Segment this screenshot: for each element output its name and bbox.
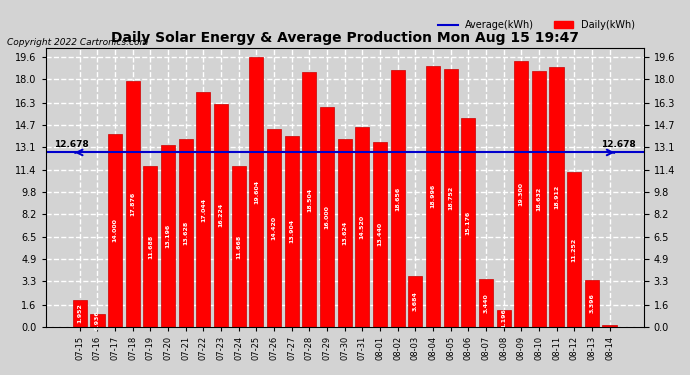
Bar bbox=[391, 70, 405, 327]
Text: 18.912: 18.912 bbox=[554, 184, 559, 209]
Bar bbox=[532, 70, 546, 327]
Text: 16.224: 16.224 bbox=[219, 203, 224, 227]
Text: 1.952: 1.952 bbox=[77, 303, 82, 323]
Bar bbox=[72, 300, 87, 327]
Bar bbox=[585, 280, 599, 327]
Text: 13.628: 13.628 bbox=[184, 221, 188, 245]
Text: 1.196: 1.196 bbox=[501, 309, 506, 328]
Text: 12.678: 12.678 bbox=[601, 140, 635, 149]
Text: 11.668: 11.668 bbox=[236, 234, 241, 259]
Bar bbox=[179, 140, 193, 327]
Text: 18.996: 18.996 bbox=[431, 184, 435, 208]
Bar bbox=[461, 118, 475, 327]
Text: 14.000: 14.000 bbox=[112, 219, 117, 242]
Text: 3.396: 3.396 bbox=[589, 294, 594, 314]
Bar bbox=[267, 129, 281, 327]
Bar bbox=[108, 134, 122, 327]
Legend: Average(kWh), Daily(kWh): Average(kWh), Daily(kWh) bbox=[434, 16, 639, 34]
Bar bbox=[144, 166, 157, 327]
Bar bbox=[90, 314, 104, 327]
Text: 19.604: 19.604 bbox=[254, 180, 259, 204]
Bar bbox=[320, 107, 334, 327]
Text: 14.420: 14.420 bbox=[272, 216, 277, 240]
Bar bbox=[249, 57, 264, 327]
Text: 13.196: 13.196 bbox=[166, 224, 170, 248]
Bar bbox=[426, 66, 440, 327]
Text: 12.678: 12.678 bbox=[54, 140, 88, 149]
Text: 13.440: 13.440 bbox=[377, 222, 382, 246]
Bar bbox=[232, 166, 246, 327]
Bar bbox=[549, 67, 564, 327]
Text: 18.656: 18.656 bbox=[395, 186, 400, 211]
Bar bbox=[284, 136, 299, 327]
Text: 14.520: 14.520 bbox=[359, 215, 365, 239]
Bar bbox=[214, 104, 228, 327]
Bar bbox=[355, 127, 369, 327]
Bar bbox=[408, 276, 422, 327]
Bar bbox=[514, 62, 529, 327]
Title: Daily Solar Energy & Average Production Mon Aug 15 19:47: Daily Solar Energy & Average Production … bbox=[110, 31, 579, 45]
Bar bbox=[197, 92, 210, 327]
Bar bbox=[479, 279, 493, 327]
Text: 19.300: 19.300 bbox=[519, 182, 524, 206]
Text: 3.440: 3.440 bbox=[484, 293, 489, 313]
Text: 16.000: 16.000 bbox=[324, 205, 330, 229]
Bar bbox=[373, 142, 387, 327]
Bar bbox=[444, 69, 457, 327]
Bar bbox=[497, 310, 511, 327]
Bar bbox=[161, 146, 175, 327]
Bar bbox=[126, 81, 140, 327]
Bar bbox=[602, 326, 617, 327]
Text: 3.684: 3.684 bbox=[413, 291, 417, 311]
Text: 15.176: 15.176 bbox=[466, 210, 471, 234]
Text: 11.252: 11.252 bbox=[572, 237, 577, 261]
Text: 13.904: 13.904 bbox=[289, 219, 294, 243]
Bar bbox=[337, 140, 352, 327]
Text: 18.632: 18.632 bbox=[536, 186, 542, 211]
Bar bbox=[302, 72, 317, 327]
Bar bbox=[567, 172, 581, 327]
Text: Copyright 2022 Cartronics.com: Copyright 2022 Cartronics.com bbox=[7, 38, 148, 47]
Text: 0.936: 0.936 bbox=[95, 310, 100, 330]
Text: 17.876: 17.876 bbox=[130, 192, 135, 216]
Text: 17.044: 17.044 bbox=[201, 198, 206, 222]
Text: 18.504: 18.504 bbox=[307, 188, 312, 211]
Text: 11.688: 11.688 bbox=[148, 234, 153, 258]
Text: 13.624: 13.624 bbox=[342, 221, 347, 245]
Text: 18.752: 18.752 bbox=[448, 186, 453, 210]
